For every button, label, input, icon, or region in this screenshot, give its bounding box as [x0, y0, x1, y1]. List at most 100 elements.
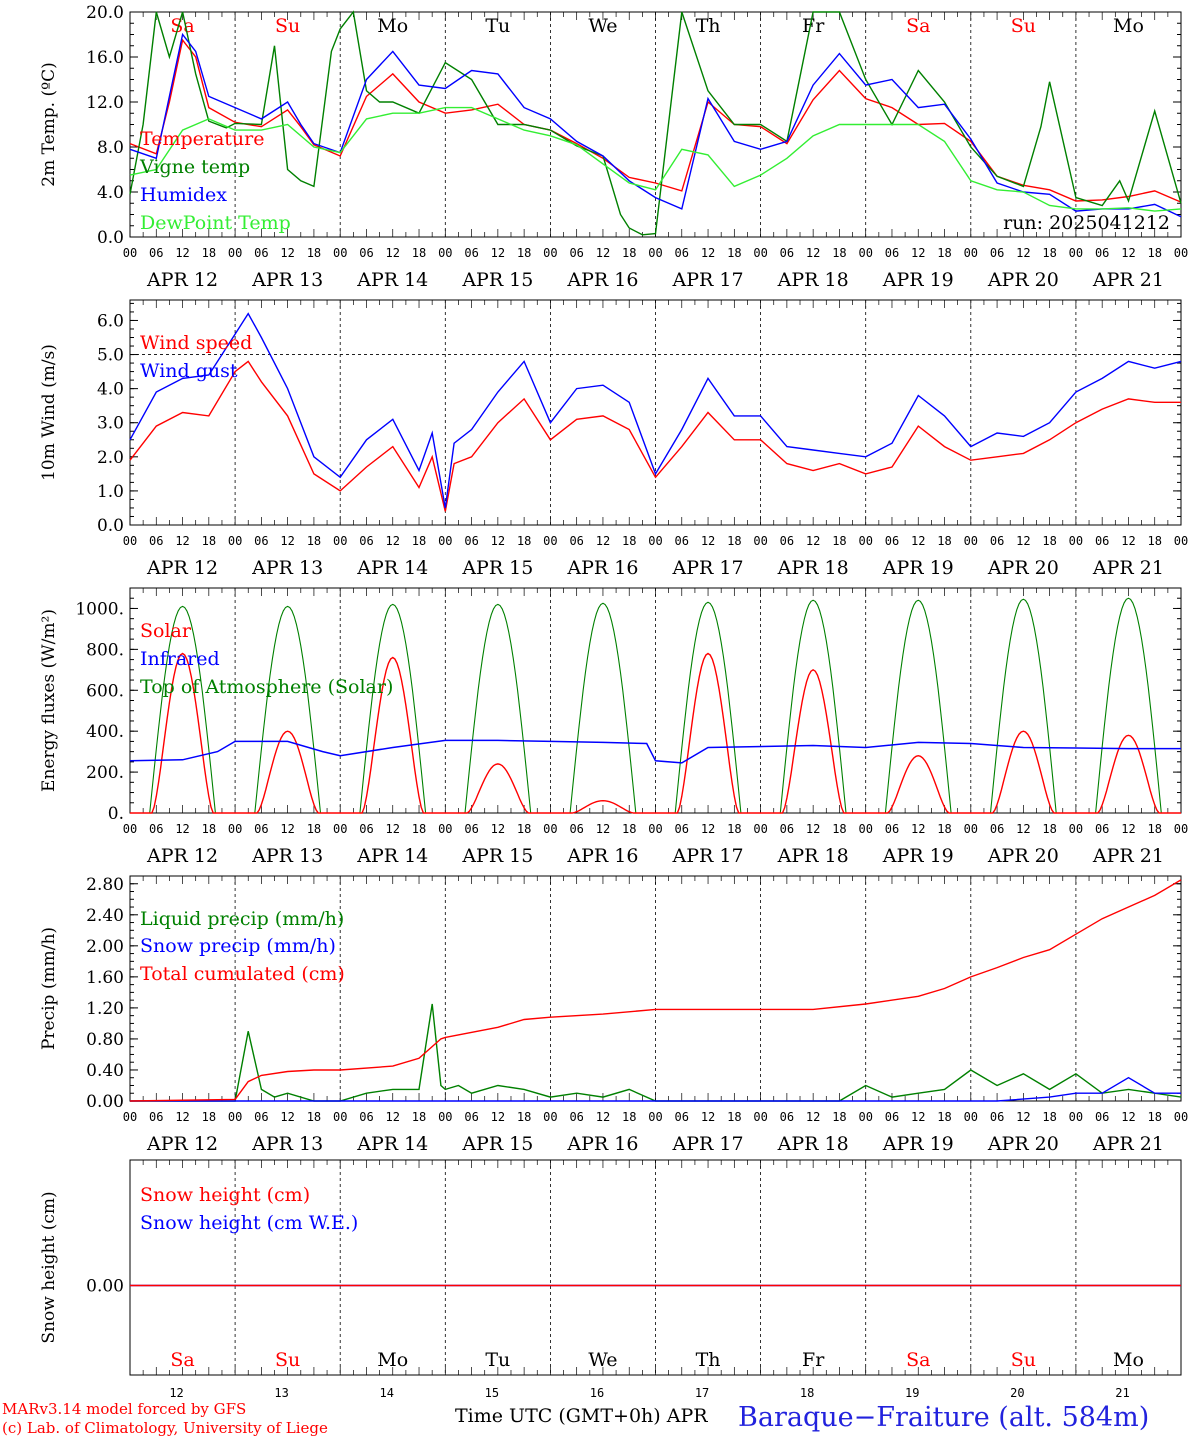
day-label: APR 15	[461, 557, 533, 579]
hour-label: 12	[701, 1110, 715, 1124]
hour-label: 12	[596, 246, 610, 260]
hour-label: 00	[228, 246, 242, 260]
day-label: APR 14	[356, 269, 428, 291]
hour-label: 00	[648, 822, 662, 836]
day-label: APR 16	[566, 1133, 638, 1155]
hour-label: 12	[1016, 246, 1030, 260]
weekday-label: Th	[696, 1349, 721, 1371]
month-label: APR	[666, 1405, 708, 1427]
y-tick-label: 1.20	[86, 999, 124, 1019]
y-tick-label: 0.	[108, 804, 124, 824]
hour-label: 18	[202, 246, 216, 260]
panel-wind: 0.0 1.0 2.0 3.0 4.0 5.0 6.0 10m Wind (m/s) 00 06 1…	[39, 299, 1188, 579]
hour-label: 06	[675, 1110, 689, 1124]
hour-label: 18	[727, 246, 741, 260]
day-label: APR 13	[251, 845, 323, 867]
hour-label: 18	[412, 534, 426, 548]
weekday-label: We	[588, 1349, 617, 1371]
time-label: Time UTC (GMT+0h)	[455, 1405, 661, 1427]
day-label: APR 12	[146, 557, 218, 579]
weekday-label: Mo	[1113, 15, 1144, 37]
hour-label: 00	[1069, 822, 1083, 836]
day-label: APR 13	[251, 1133, 323, 1155]
weekday-label: Su	[1011, 1349, 1036, 1371]
hour-label: 18	[307, 1110, 321, 1124]
y-tick-label: 8.0	[97, 138, 124, 158]
hour-label: 00	[753, 534, 767, 548]
hour-label: 12	[491, 822, 505, 836]
bottom-day-label: 18	[800, 1386, 814, 1400]
hour-label: 00	[333, 1110, 347, 1124]
weekday-label: Mo	[377, 1349, 408, 1371]
hour-label: 06	[464, 534, 478, 548]
hour-label: 00	[964, 534, 978, 548]
weekday-label: We	[588, 15, 617, 37]
hour-label: 18	[1147, 246, 1161, 260]
hour-label: 12	[175, 534, 189, 548]
bottom-day-label: 17	[695, 1386, 709, 1400]
day-label: APR 17	[672, 269, 744, 291]
y-tick-label: 0.0	[97, 516, 124, 536]
day-label: APR 19	[882, 1133, 954, 1155]
hour-label: 00	[1069, 534, 1083, 548]
hour-label: 12	[1016, 1110, 1030, 1124]
y-tick-label: 1.60	[86, 968, 124, 988]
hour-label: 18	[1147, 534, 1161, 548]
series-humidex-line	[129, 32, 1182, 218]
hour-label: 18	[1147, 822, 1161, 836]
hour-label: 06	[149, 534, 163, 548]
hour-label: 06	[990, 1110, 1004, 1124]
legend-entry: Liquid precip (mm/h)	[140, 908, 344, 930]
hour-label: 00	[438, 246, 452, 260]
panel-temp: 0.0 4.0 8.0 12.0 16.0 20.0 2m Temp. (ºC) 00 06 12…	[39, 3, 1188, 291]
y-tick-label: 600.	[86, 681, 124, 701]
weekday-label: Sa	[170, 1349, 194, 1371]
hour-label: 00	[228, 534, 242, 548]
hour-label: 18	[727, 1110, 741, 1124]
day-label: APR 21	[1092, 1133, 1164, 1155]
hour-label: 12	[806, 822, 820, 836]
day-label: APR 13	[251, 269, 323, 291]
y-tick-label: 0.00	[86, 1277, 124, 1297]
weekday-label: Su	[275, 15, 300, 37]
hour-label: 00	[858, 534, 872, 548]
hour-label: 12	[911, 1110, 925, 1124]
weekday-label: Tu	[485, 1349, 510, 1371]
hour-label: 06	[1095, 822, 1109, 836]
hour-label: 12	[1121, 246, 1135, 260]
y-tick-label: 0.0	[97, 228, 124, 248]
hour-label: 12	[911, 534, 925, 548]
bottom-day-label: 16	[590, 1386, 604, 1400]
hour-label: 18	[937, 1110, 951, 1124]
legend-entry: Temperature	[140, 128, 264, 150]
hour-label: 12	[280, 822, 294, 836]
hour-label: 00	[648, 1110, 662, 1124]
hour-label: 12	[386, 1110, 400, 1124]
series-snow-precip-mm-h--line	[130, 1076, 1181, 1102]
hour-label: 18	[517, 1110, 531, 1124]
hour-label: 06	[780, 822, 794, 836]
y-tick-label: 5.0	[97, 346, 124, 366]
hour-label: 00	[1174, 246, 1188, 260]
day-label: APR 18	[777, 269, 849, 291]
hour-label: 00	[123, 822, 137, 836]
hour-label: 00	[543, 534, 557, 548]
hour-label: 12	[911, 246, 925, 260]
hour-label: 06	[675, 822, 689, 836]
hour-label: 12	[491, 246, 505, 260]
hour-label: 00	[438, 534, 452, 548]
y-tick-label: 20.0	[86, 3, 124, 23]
hour-label: 18	[412, 822, 426, 836]
y-axis-label: 10m Wind (m/s)	[39, 344, 59, 481]
day-label: APR 15	[461, 1133, 533, 1155]
series-liquid-precip-mm-h--line	[130, 1003, 1182, 1102]
day-label: APR 17	[672, 1133, 744, 1155]
hour-label: 18	[517, 822, 531, 836]
hour-label: 12	[701, 822, 715, 836]
hour-label: 18	[622, 246, 636, 260]
legend-entry: DewPoint Temp	[140, 212, 291, 234]
hour-label: 18	[937, 246, 951, 260]
hour-label: 06	[464, 1110, 478, 1124]
y-axis-label: Snow height (cm)	[39, 1191, 59, 1343]
hour-label: 00	[543, 1110, 557, 1124]
